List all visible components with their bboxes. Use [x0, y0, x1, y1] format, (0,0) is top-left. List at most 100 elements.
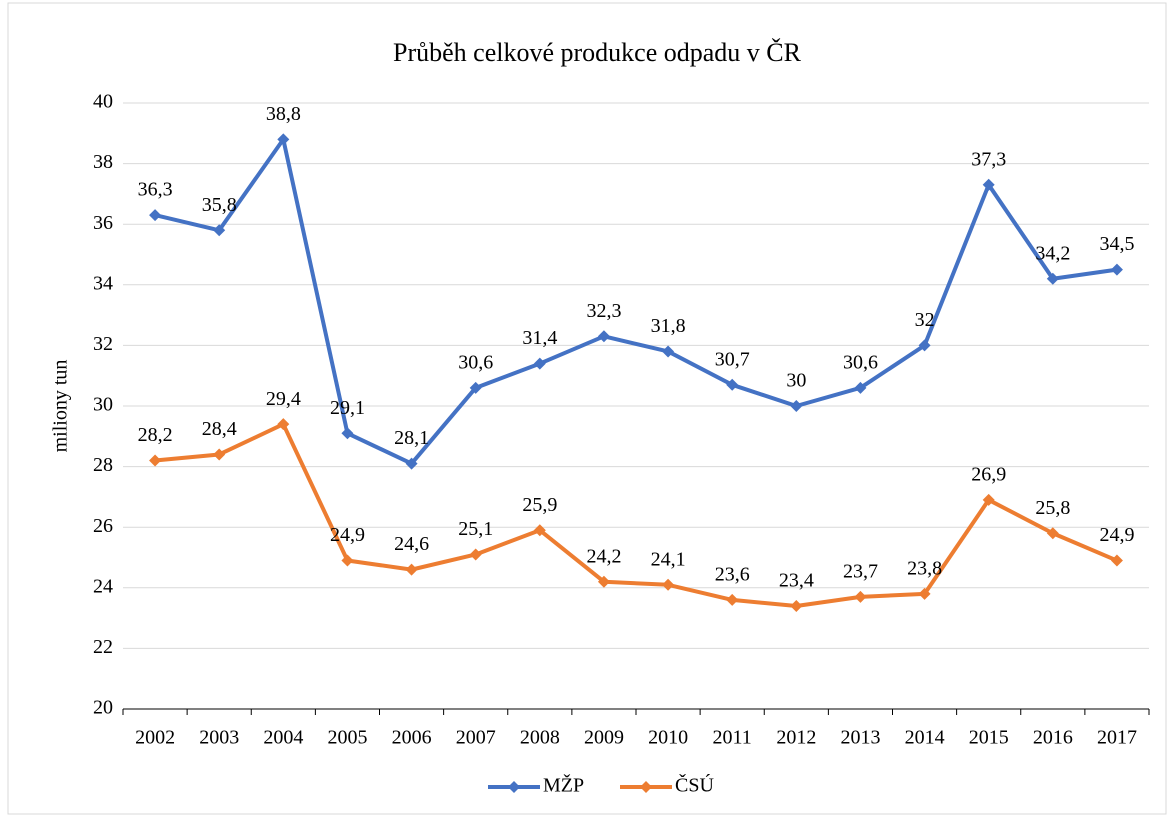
- marker: [662, 578, 675, 591]
- data-label: 29,1: [330, 397, 365, 419]
- y-tick-label: 24: [93, 575, 113, 597]
- x-tick-label: 2015: [969, 727, 1009, 749]
- marker: [1110, 554, 1123, 567]
- x-tick-label: 2016: [1033, 727, 1073, 749]
- marker: [149, 454, 162, 467]
- x-tick-label: 2017: [1097, 727, 1137, 749]
- marker: [662, 345, 675, 358]
- y-tick-label: 38: [93, 151, 113, 173]
- data-label: 26,9: [971, 464, 1006, 486]
- line: [154, 137, 1118, 466]
- x-tick-label: 2005: [327, 727, 367, 749]
- x-tick-label: 2012: [776, 727, 816, 749]
- data-label: 30,6: [458, 351, 493, 373]
- data-label: 23,4: [779, 570, 814, 592]
- data-label: 32,3: [586, 300, 621, 322]
- legend-marker: [508, 781, 520, 793]
- data-label: 24,9: [330, 524, 365, 546]
- marker: [213, 448, 226, 461]
- data-label: 34,5: [1099, 233, 1134, 255]
- y-tick-label: 26: [93, 515, 113, 537]
- x-tick-label: 2004: [263, 727, 303, 749]
- marker: [469, 381, 482, 394]
- data-label: 37,3: [971, 148, 1006, 170]
- legend-label: MŽP: [543, 774, 584, 797]
- marker: [1046, 272, 1059, 285]
- data-label: 38,8: [266, 103, 301, 125]
- y-tick-label: 40: [93, 91, 113, 113]
- marker: [982, 493, 995, 506]
- legend-marker: [640, 781, 652, 793]
- data-label: 32: [915, 309, 935, 331]
- data-label: 30: [786, 370, 806, 392]
- data-label: 30,7: [715, 348, 750, 370]
- marker: [726, 378, 739, 391]
- data-label: 31,8: [651, 315, 686, 337]
- marker: [213, 224, 226, 237]
- marker: [597, 330, 610, 343]
- data-label: 25,1: [458, 518, 493, 540]
- y-tick-label: 34: [93, 272, 113, 294]
- marker: [918, 587, 931, 600]
- marker: [341, 554, 354, 567]
- y-tick-label: 30: [93, 394, 113, 416]
- marker: [854, 590, 867, 603]
- marker: [790, 599, 803, 612]
- x-tick-label: 2003: [199, 727, 239, 749]
- marker: [726, 593, 739, 606]
- x-tick-label: 2010: [648, 727, 688, 749]
- data-label: 25,9: [522, 494, 557, 516]
- marker: [982, 178, 995, 191]
- legend-label: ČSÚ: [675, 773, 714, 797]
- y-tick-label: 32: [93, 333, 113, 355]
- y-tick-label: 20: [93, 697, 113, 719]
- x-tick-label: 2014: [905, 727, 945, 749]
- data-label: 28,1: [394, 427, 429, 449]
- data-label: 23,8: [907, 557, 942, 579]
- marker: [149, 209, 162, 222]
- y-tick-label: 22: [93, 636, 113, 658]
- y-tick-label: 36: [93, 212, 113, 234]
- marker: [469, 548, 482, 561]
- data-label: 24,1: [651, 548, 686, 570]
- line: [154, 422, 1118, 608]
- data-label: 30,6: [843, 351, 878, 373]
- data-label: 23,6: [715, 564, 750, 586]
- x-tick-label: 2006: [392, 727, 432, 749]
- marker: [405, 457, 418, 470]
- data-label: 28,2: [138, 424, 173, 446]
- data-label: 35,8: [202, 194, 237, 216]
- data-label: 28,4: [202, 418, 237, 440]
- marker: [533, 524, 546, 537]
- marker: [277, 418, 290, 431]
- marker: [341, 427, 354, 440]
- y-axis-label: miliony tun: [50, 360, 72, 453]
- chart-border: [7, 2, 1167, 815]
- marker: [533, 357, 546, 370]
- marker: [405, 563, 418, 576]
- data-label: 36,3: [138, 179, 173, 201]
- data-label: 34,2: [1035, 242, 1070, 264]
- chart-title: Průběh celkové produkce odpadu v ČR: [393, 38, 802, 67]
- x-tick-label: 2008: [520, 727, 560, 749]
- data-label: 29,4: [266, 388, 301, 410]
- x-tick-label: 2007: [456, 727, 496, 749]
- x-tick-label: 2002: [135, 727, 175, 749]
- x-tick-label: 2011: [713, 727, 752, 749]
- marker: [790, 400, 803, 412]
- marker: [277, 133, 290, 146]
- marker: [918, 339, 931, 352]
- marker: [854, 381, 867, 394]
- data-label: 25,8: [1035, 497, 1070, 519]
- x-tick-label: 2009: [584, 727, 624, 749]
- marker: [597, 575, 610, 588]
- marker: [1110, 263, 1123, 276]
- data-label: 23,7: [843, 560, 878, 582]
- data-label: 24,2: [586, 545, 621, 567]
- x-tick-label: 2013: [840, 727, 880, 749]
- data-label: 31,4: [522, 327, 557, 349]
- data-label: 24,9: [1099, 524, 1134, 546]
- data-label: 24,6: [394, 533, 429, 555]
- marker: [1046, 527, 1059, 540]
